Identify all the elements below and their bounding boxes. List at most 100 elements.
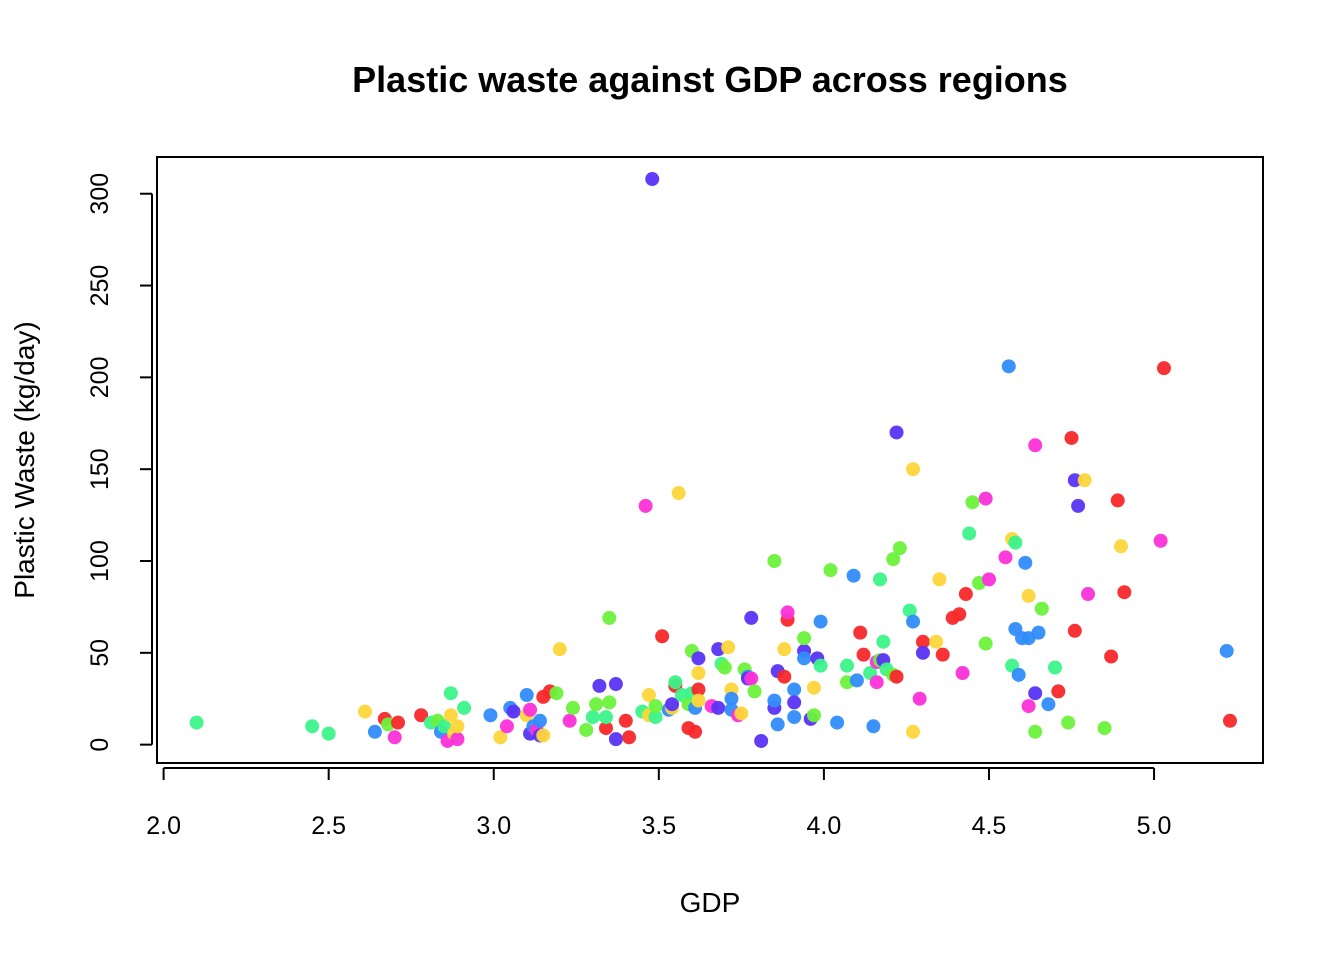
data-point <box>1114 539 1129 554</box>
x-tick-label: 2.0 <box>146 812 181 840</box>
x-tick-label: 3.5 <box>641 812 676 840</box>
data-point <box>506 704 521 719</box>
data-point <box>797 631 812 646</box>
data-point <box>886 552 901 567</box>
data-point <box>830 715 845 730</box>
data-point <box>552 642 567 657</box>
data-point <box>1028 438 1043 453</box>
data-point <box>565 700 580 715</box>
data-point <box>906 614 921 629</box>
data-point <box>665 697 680 712</box>
data-point <box>414 708 429 723</box>
data-point <box>935 647 950 662</box>
data-point <box>357 704 372 719</box>
data-point <box>902 603 917 618</box>
data-point <box>189 715 204 730</box>
data-point <box>1071 498 1086 513</box>
data-point <box>622 730 637 745</box>
data-point <box>532 713 547 728</box>
data-point <box>450 719 465 734</box>
data-point <box>734 706 749 721</box>
data-point <box>965 495 980 510</box>
data-point <box>691 666 706 681</box>
data-point <box>1153 533 1168 548</box>
data-point <box>1156 361 1171 376</box>
data-point <box>1011 667 1026 682</box>
data-point <box>1028 686 1043 701</box>
y-axis: 0 50 100 150 200 250 300 <box>86 173 153 752</box>
data-point <box>813 614 828 629</box>
data-point <box>724 691 739 706</box>
data-point <box>691 651 706 666</box>
data-point <box>648 699 663 714</box>
data-point <box>688 724 703 739</box>
data-point <box>321 726 336 741</box>
data-point <box>641 688 656 703</box>
data-point <box>519 688 534 703</box>
data-point <box>955 666 970 681</box>
x-tick-label: 4.0 <box>807 812 842 840</box>
data-point <box>691 693 706 708</box>
data-point <box>1077 473 1092 488</box>
data-point <box>958 587 973 602</box>
data-point <box>437 719 452 734</box>
y-axis-label: Plastic Waste (kg/day) <box>9 321 40 598</box>
data-point <box>1219 643 1234 658</box>
data-point <box>797 651 812 666</box>
data-point <box>602 695 617 710</box>
y-tick-label: 200 <box>86 357 114 399</box>
y-tick-label: 250 <box>86 265 114 307</box>
y-tick-label: 150 <box>86 448 114 490</box>
data-point <box>549 686 564 701</box>
data-point <box>981 572 996 587</box>
data-point <box>873 572 888 587</box>
y-tick-label: 0 <box>86 738 114 752</box>
data-point <box>978 491 993 506</box>
data-point <box>856 647 871 662</box>
data-point <box>367 724 382 739</box>
y-tick-label: 300 <box>86 173 114 215</box>
data-point <box>1067 623 1082 638</box>
data-point <box>780 605 795 620</box>
data-point <box>929 634 944 649</box>
data-point <box>777 669 792 684</box>
data-point <box>499 719 514 734</box>
data-point <box>589 697 604 712</box>
data-point <box>952 607 967 622</box>
data-point <box>562 713 577 728</box>
data-point <box>889 669 904 684</box>
data-point <box>754 733 769 748</box>
data-point <box>906 724 921 739</box>
points-layer <box>189 172 1237 748</box>
data-point <box>305 719 320 734</box>
data-point <box>443 686 458 701</box>
data-point <box>906 462 921 477</box>
data-point <box>1041 697 1056 712</box>
plot-frame <box>156 156 1264 764</box>
data-point <box>579 722 594 737</box>
data-point <box>648 710 663 725</box>
data-point <box>536 728 551 743</box>
data-point <box>1081 587 1096 602</box>
x-axis: 2.0 2.5 3.0 3.5 4.0 4.5 5.0 <box>146 767 1171 840</box>
data-point <box>691 682 706 697</box>
data-point <box>744 610 759 625</box>
data-point <box>1034 601 1049 616</box>
data-point <box>1048 660 1063 675</box>
data-point <box>450 732 465 747</box>
data-point <box>1222 713 1237 728</box>
data-point <box>915 634 930 649</box>
data-point <box>599 721 614 736</box>
data-point <box>655 629 670 644</box>
x-tick-label: 4.5 <box>972 812 1007 840</box>
data-point <box>1104 649 1119 664</box>
chart-title: Plastic waste against GDP across regions <box>352 59 1068 100</box>
data-point <box>889 425 904 440</box>
x-tick-label: 2.5 <box>311 812 346 840</box>
data-point <box>1117 585 1132 600</box>
data-point <box>668 675 683 690</box>
data-point <box>770 717 785 732</box>
data-point <box>1064 430 1079 445</box>
data-point <box>457 700 472 715</box>
